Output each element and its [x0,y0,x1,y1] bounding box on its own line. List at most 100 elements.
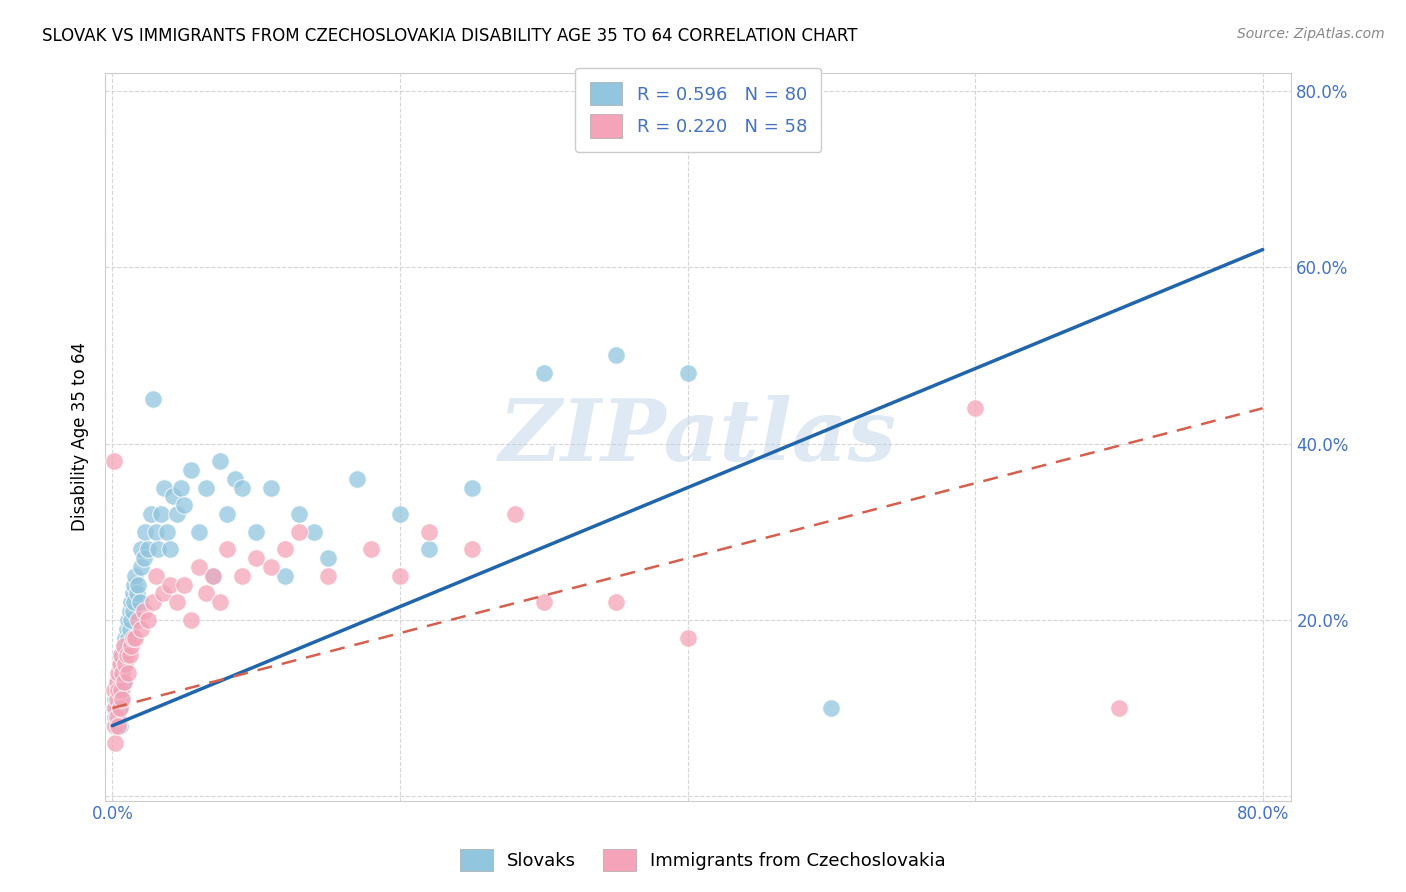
Point [117,613,139,627]
Point [180,613,202,627]
Point [125,586,148,600]
Point [107,692,129,706]
Point [104,719,127,733]
Point [194,481,217,495]
Point [166,507,188,521]
Point [152,586,174,600]
Point [224,472,246,486]
Point [209,454,232,468]
Point [533,595,555,609]
Point [103,719,125,733]
Point [187,560,209,574]
Point [159,577,181,591]
Legend: R = 0.596   N = 80, R = 0.220   N = 58: R = 0.596 N = 80, R = 0.220 N = 58 [575,68,821,152]
Point [121,586,143,600]
Point [111,665,134,680]
Point [120,595,142,609]
Point [132,551,155,566]
Point [148,542,170,557]
Point [245,524,267,539]
Point [105,710,128,724]
Legend: Slovaks, Immigrants from Czechoslovakia: Slovaks, Immigrants from Czechoslovakia [453,842,953,879]
Point [676,366,699,380]
Point [156,524,179,539]
Point [115,648,138,662]
Point [141,507,163,521]
Point [127,613,149,627]
Point [187,524,209,539]
Point [104,692,127,706]
Point [110,692,132,706]
Point [142,392,165,407]
Point [104,701,127,715]
Point [112,640,135,654]
Point [103,683,125,698]
Point [388,569,411,583]
Point [676,631,699,645]
Point [173,577,195,591]
Text: SLOVAK VS IMMIGRANTS FROM CZECHOSLOVAKIA DISABILITY AGE 35 TO 64 CORRELATION CHA: SLOVAK VS IMMIGRANTS FROM CZECHOSLOVAKIA… [42,27,858,45]
Point [118,604,141,618]
Point [316,569,339,583]
Point [111,648,134,662]
Point [104,736,127,750]
Point [274,542,297,557]
Point [117,665,139,680]
Point [217,507,239,521]
Point [121,604,143,618]
Point [129,560,152,574]
Point [111,683,134,698]
Point [820,701,842,715]
Text: Source: ZipAtlas.com: Source: ZipAtlas.com [1237,27,1385,41]
Point [118,648,141,662]
Point [105,692,128,706]
Point [112,640,135,654]
Point [115,640,138,654]
Point [153,481,176,495]
Point [107,683,129,698]
Point [180,463,202,477]
Point [107,674,129,689]
Point [142,595,165,609]
Point [259,560,281,574]
Point [605,595,627,609]
Point [129,622,152,636]
Point [107,665,129,680]
Point [124,569,146,583]
Point [259,481,281,495]
Point [108,701,131,715]
Point [104,710,127,724]
Point [112,674,135,689]
Point [605,348,627,362]
Point [107,710,129,724]
Point [120,613,142,627]
Point [231,481,253,495]
Point [166,595,188,609]
Point [145,524,167,539]
Point [108,701,131,715]
Point [1108,701,1130,715]
Point [162,490,184,504]
Point [316,551,339,566]
Point [105,719,128,733]
Point [103,454,125,468]
Point [107,719,129,733]
Point [117,631,139,645]
Point [138,613,160,627]
Point [461,542,484,557]
Text: ZIPatlas: ZIPatlas [499,395,897,479]
Point [114,648,136,662]
Point [111,692,134,706]
Point [533,366,555,380]
Point [418,524,440,539]
Point [108,683,131,698]
Point [173,498,195,512]
Point [118,622,141,636]
Point [112,674,135,689]
Point [170,481,193,495]
Point [194,586,217,600]
Point [112,657,135,671]
Point [122,595,145,609]
Y-axis label: Disability Age 35 to 64: Disability Age 35 to 64 [72,343,89,532]
Point [231,569,253,583]
